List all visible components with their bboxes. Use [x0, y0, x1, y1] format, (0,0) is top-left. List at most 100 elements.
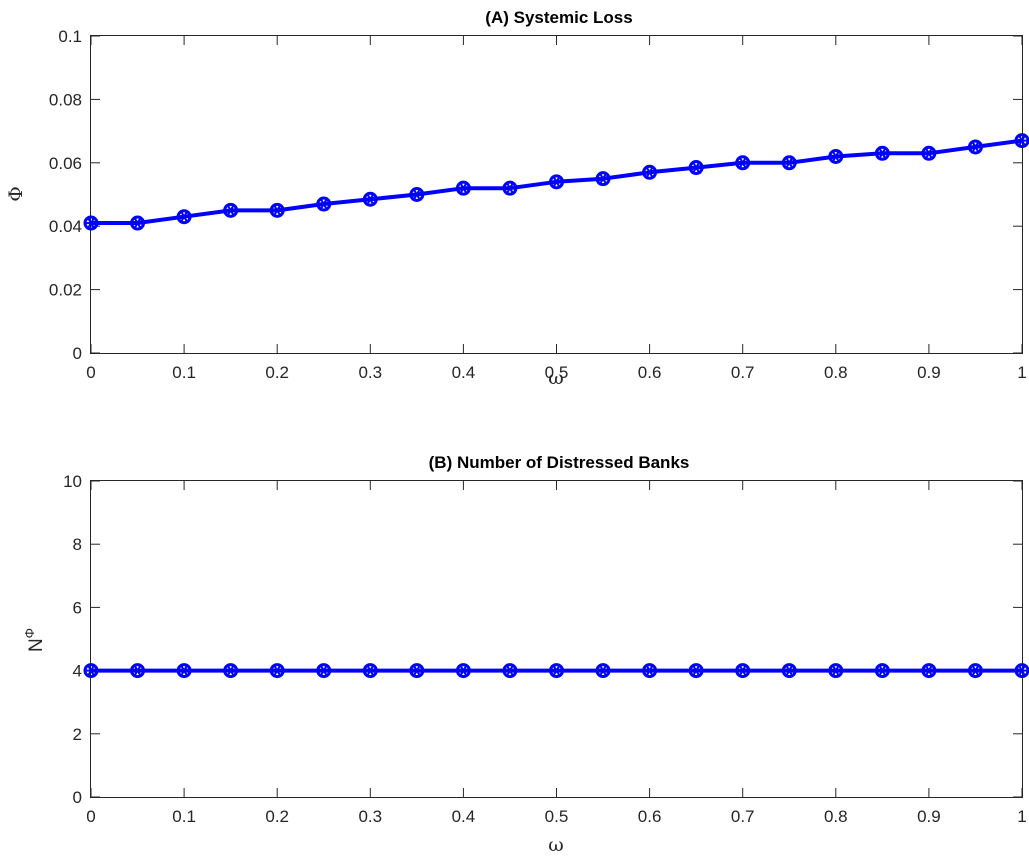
x-tick-label: 0.3: [358, 363, 382, 382]
data-point-star: [785, 664, 794, 677]
x-tick-label: 0.3: [358, 807, 382, 826]
data-point-star: [831, 150, 840, 163]
chart-title: (B) Number of Distressed Banks: [429, 453, 690, 472]
data-point: [502, 663, 518, 679]
x-tick-label: 0.9: [917, 363, 941, 382]
x-tick-label: 0.1: [172, 807, 196, 826]
y-tick-label: 8: [73, 535, 82, 554]
data-point-star: [738, 664, 747, 677]
x-tick-label: 0.2: [265, 807, 289, 826]
data-point: [874, 145, 890, 161]
x-tick-label: 0.4: [452, 807, 476, 826]
data-point-star: [273, 664, 282, 677]
x-tick-label: 0.5: [545, 363, 569, 382]
x-tick-labels: 0 0.1 0.2 0.3 0.4 0.5 0.6 0.7 0.8 0.9 1: [86, 363, 1026, 382]
data-point: [921, 663, 937, 679]
data-point-star: [925, 664, 933, 677]
data-point-star: [971, 141, 980, 153]
data-point-star: [599, 664, 607, 677]
y-tick-label: 0.06: [49, 154, 82, 173]
data-point: [455, 180, 471, 196]
data-point-star: [226, 204, 235, 217]
series-group: [83, 663, 1029, 679]
data-point-star: [226, 664, 235, 677]
data-point-star: [645, 664, 654, 677]
data-point: [130, 663, 146, 679]
y-axis-label: NΦ: [22, 628, 47, 652]
data-point-star: [738, 157, 747, 169]
data-point-star: [459, 664, 468, 677]
x-tick-label: 0.6: [638, 807, 662, 826]
data-point: [828, 148, 844, 164]
data-point-star: [552, 664, 561, 677]
data-point: [269, 663, 285, 679]
data-point: [921, 145, 937, 161]
data-point-star: [180, 664, 188, 677]
data-point-star: [831, 664, 840, 677]
panel-systemic-loss: (A) Systemic Loss 0 0.1 0.2 0.3 0.4 0.5 0.6 0.7…: [5, 8, 1029, 389]
data-point-star: [366, 193, 375, 205]
data-point-star: [506, 182, 514, 194]
chart-title: (A) Systemic Loss: [485, 8, 632, 27]
data-point: [502, 180, 518, 196]
data-point: [409, 663, 425, 679]
data-point: [874, 663, 890, 679]
x-tick-label: 1: [1017, 363, 1026, 382]
data-point: [130, 215, 146, 231]
data-point: [1014, 133, 1029, 149]
data-point: [1014, 663, 1029, 679]
data-point-star: [87, 217, 95, 229]
series-group: [83, 133, 1029, 231]
y-axis-label: Φ: [5, 186, 27, 202]
data-point: [362, 663, 378, 679]
plot-area: [90, 480, 1023, 798]
plot-area: [90, 35, 1023, 354]
data-point: [967, 663, 983, 679]
data-point-star: [133, 664, 142, 677]
y-tick-label: 0.08: [49, 90, 82, 109]
data-point: [595, 663, 611, 679]
data-point: [223, 663, 239, 679]
data-point-star: [599, 172, 607, 185]
data-point: [828, 663, 844, 679]
data-point-star: [273, 204, 282, 217]
data-point-star: [1018, 664, 1026, 677]
panel-distressed-banks: (B) Number of Distressed Banks 0 0.1 0.2 0.…: [22, 453, 1029, 856]
data-point-star: [925, 147, 933, 159]
data-point: [967, 139, 983, 155]
data-point-star: [878, 147, 887, 159]
data-point: [735, 155, 751, 171]
data-point-star: [692, 664, 701, 677]
data-point: [176, 663, 192, 679]
data-point: [735, 663, 751, 679]
data-point: [83, 215, 99, 231]
y-tick-label: 4: [73, 662, 82, 681]
x-tick-label: 1: [1017, 807, 1026, 826]
data-point: [642, 663, 658, 679]
y-tick-labels: 0 2 4 6 8 10: [63, 472, 82, 807]
y-tick-label: 0.04: [49, 217, 82, 236]
data-point: [688, 663, 704, 679]
data-point: [549, 663, 564, 679]
data-point: [176, 209, 192, 225]
data-point: [642, 164, 658, 180]
y-tick-labels: 0 0.02 0.04 0.06 0.08 0.1: [49, 27, 82, 363]
data-point-star: [366, 664, 375, 677]
data-point: [455, 663, 471, 679]
data-point: [595, 171, 611, 187]
data-point: [83, 663, 99, 679]
x-tick-label: 0.8: [824, 807, 848, 826]
data-point: [269, 202, 285, 218]
axis-ticks: [90, 480, 1023, 798]
y-tick-label: 0.1: [58, 27, 82, 46]
x-tick-label: 0.5: [545, 807, 569, 826]
y-tick-label: 2: [73, 725, 82, 744]
data-point-star: [785, 157, 794, 169]
data-point: [781, 155, 797, 171]
x-tick-labels: 0 0.1 0.2 0.3 0.4 0.5 0.6 0.7 0.8 0.9 1: [86, 807, 1026, 826]
data-point-star: [692, 161, 701, 174]
data-point-star: [1018, 134, 1026, 147]
x-tick-label: 0: [86, 363, 95, 382]
x-tick-label: 0.8: [824, 363, 848, 382]
data-point-star: [319, 664, 328, 677]
